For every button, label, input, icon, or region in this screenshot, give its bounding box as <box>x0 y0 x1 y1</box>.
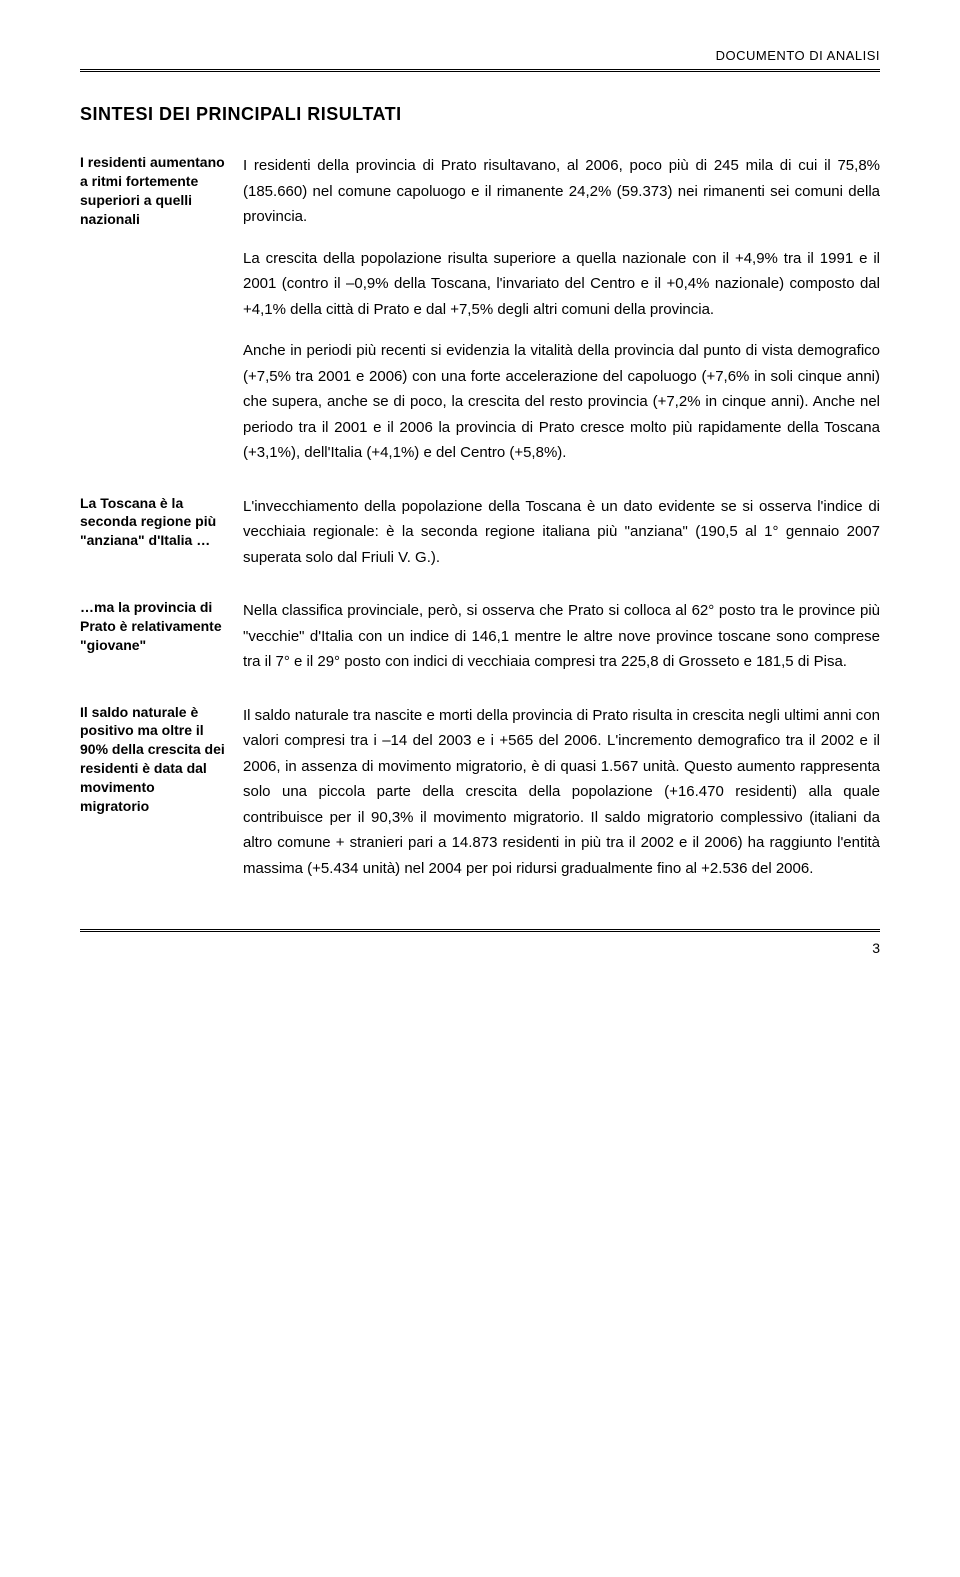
section-1: I residenti aumentano a ritmi fortemente… <box>80 153 880 466</box>
margin-note-2: La Toscana è la seconda regione più "anz… <box>80 494 225 571</box>
page-number: 3 <box>80 940 880 956</box>
margin-note-3: …ma la provincia di Prato è relativament… <box>80 598 225 675</box>
body-text-1: I residenti della provincia di Prato ris… <box>243 153 880 466</box>
paragraph: L'invecchiamento della popolazione della… <box>243 494 880 571</box>
body-text-4: Il saldo naturale tra nascite e morti de… <box>243 703 880 882</box>
paragraph: Anche in periodi più recenti si evidenzi… <box>243 338 880 466</box>
margin-note-1: I residenti aumentano a ritmi fortemente… <box>80 153 225 466</box>
paragraph: La crescita della popolazione risulta su… <box>243 246 880 323</box>
bottom-rule <box>80 929 880 932</box>
section-4: Il saldo naturale è positivo ma oltre il… <box>80 703 880 882</box>
margin-note-4: Il saldo naturale è positivo ma oltre il… <box>80 703 225 882</box>
paragraph: Nella classifica provinciale, però, si o… <box>243 598 880 675</box>
body-text-3: Nella classifica provinciale, però, si o… <box>243 598 880 675</box>
top-rule <box>80 69 880 72</box>
paragraph: I residenti della provincia di Prato ris… <box>243 153 880 230</box>
section-2: La Toscana è la seconda regione più "anz… <box>80 494 880 571</box>
page-title: SINTESI DEI PRINCIPALI RISULTATI <box>80 104 880 125</box>
paragraph: Il saldo naturale tra nascite e morti de… <box>243 703 880 882</box>
section-3: …ma la provincia di Prato è relativament… <box>80 598 880 675</box>
header-doc-type: DOCUMENTO DI ANALISI <box>80 48 880 63</box>
body-text-2: L'invecchiamento della popolazione della… <box>243 494 880 571</box>
